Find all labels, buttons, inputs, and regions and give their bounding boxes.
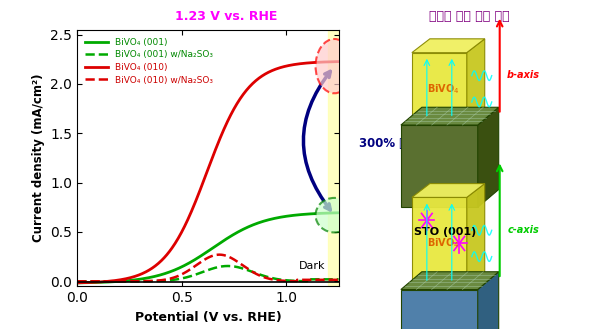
Polygon shape	[401, 125, 478, 207]
Text: b-axis: b-axis	[507, 70, 540, 80]
X-axis label: Potential (V vs. RHE): Potential (V vs. RHE)	[134, 311, 282, 324]
Polygon shape	[412, 39, 485, 53]
Text: 1.23 V vs. RHE: 1.23 V vs. RHE	[175, 10, 277, 23]
Text: 향상된 전하 전달 특성: 향상된 전하 전달 특성	[429, 10, 510, 23]
Polygon shape	[467, 184, 485, 290]
Ellipse shape	[315, 198, 353, 232]
Polygon shape	[478, 107, 499, 207]
Y-axis label: Current density (mA/cm²): Current density (mA/cm²)	[32, 74, 45, 242]
Bar	[328, 30, 341, 286]
Polygon shape	[401, 290, 478, 329]
Polygon shape	[412, 184, 485, 197]
Polygon shape	[412, 53, 467, 125]
Polygon shape	[401, 272, 499, 290]
Polygon shape	[478, 272, 499, 329]
Text: Dark: Dark	[299, 261, 326, 271]
Ellipse shape	[315, 39, 353, 93]
Text: BiVO$_4$: BiVO$_4$	[428, 82, 460, 96]
Polygon shape	[412, 197, 467, 290]
Legend: BiVO₄ (001), BiVO₄ (001) w/Na₂SO₃, BiVO₄ (010), BiVO₄ (010) w/Na₂SO₃: BiVO₄ (001), BiVO₄ (001) w/Na₂SO₃, BiVO₄…	[82, 34, 217, 88]
Text: c-axis: c-axis	[507, 225, 539, 235]
Text: STO (001): STO (001)	[414, 227, 476, 237]
Text: 300% 향상: 300% 향상	[359, 137, 414, 150]
Text: BiVO$_4$: BiVO$_4$	[428, 237, 460, 250]
Polygon shape	[467, 39, 485, 125]
Polygon shape	[401, 107, 499, 125]
